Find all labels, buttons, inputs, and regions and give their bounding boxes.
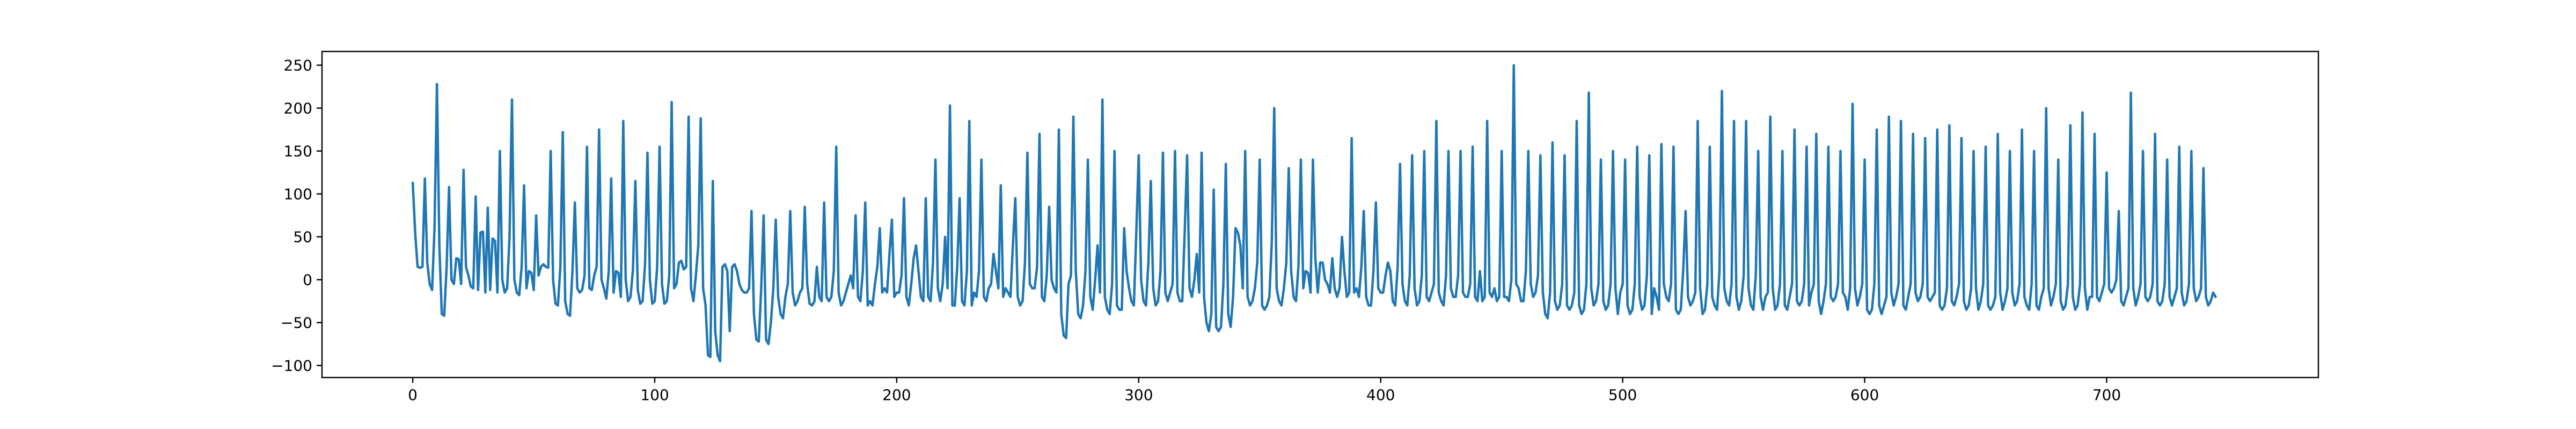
axes-frame bbox=[321, 50, 2319, 379]
y-tick-label: 0 bbox=[303, 271, 312, 289]
y-tick-label: 250 bbox=[284, 57, 312, 75]
y-axis: −100 −50 0 50 100 150 200 250 bbox=[271, 57, 322, 375]
series-line bbox=[411, 64, 2217, 363]
x-tick-label: 200 bbox=[882, 386, 911, 404]
y-tick-label: 50 bbox=[293, 228, 312, 246]
x-tick-label: 500 bbox=[1608, 386, 1637, 404]
x-tick-label: 600 bbox=[1850, 386, 1879, 404]
x-tick-label: 700 bbox=[2092, 386, 2121, 404]
y-tick-label: −50 bbox=[281, 314, 312, 332]
x-axis: 0 100 200 300 400 500 600 700 bbox=[408, 378, 2121, 404]
plot-area bbox=[411, 64, 2217, 363]
y-tick-label: 150 bbox=[284, 143, 312, 160]
x-tick-label: 0 bbox=[408, 386, 418, 404]
x-tick-label: 300 bbox=[1124, 386, 1153, 404]
x-tick-label: 100 bbox=[640, 386, 669, 404]
y-tick-label: 200 bbox=[284, 100, 312, 117]
y-tick-label: −100 bbox=[271, 357, 312, 375]
x-tick-label: 400 bbox=[1366, 386, 1395, 404]
y-tick-label: 100 bbox=[284, 186, 312, 203]
